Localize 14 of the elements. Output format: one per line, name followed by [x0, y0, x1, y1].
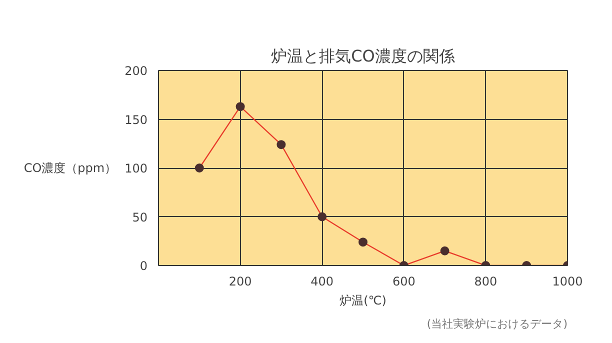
x-tick-label: 400 [310, 274, 334, 288]
x-axis-title: 炉温(℃) [340, 294, 386, 308]
y-tick-label: 200 [124, 64, 148, 78]
y-tick-label: 150 [124, 112, 148, 127]
x-tick-label: 1000 [552, 274, 583, 288]
chart-title: 炉温と排気CO濃度の関係 [271, 46, 455, 66]
y-tick-label: 0 [140, 259, 148, 273]
x-tick-label: 200 [228, 274, 252, 288]
y-tick-label: 100 [124, 162, 148, 176]
y-axis-title: CO濃度（ppm） [24, 161, 117, 175]
y-tick-label: 50 [132, 210, 148, 224]
x-tick-label: 800 [474, 274, 498, 288]
text: (当社実験炉におけるデータ) [426, 318, 568, 330]
x-tick-label: 600 [392, 274, 416, 288]
